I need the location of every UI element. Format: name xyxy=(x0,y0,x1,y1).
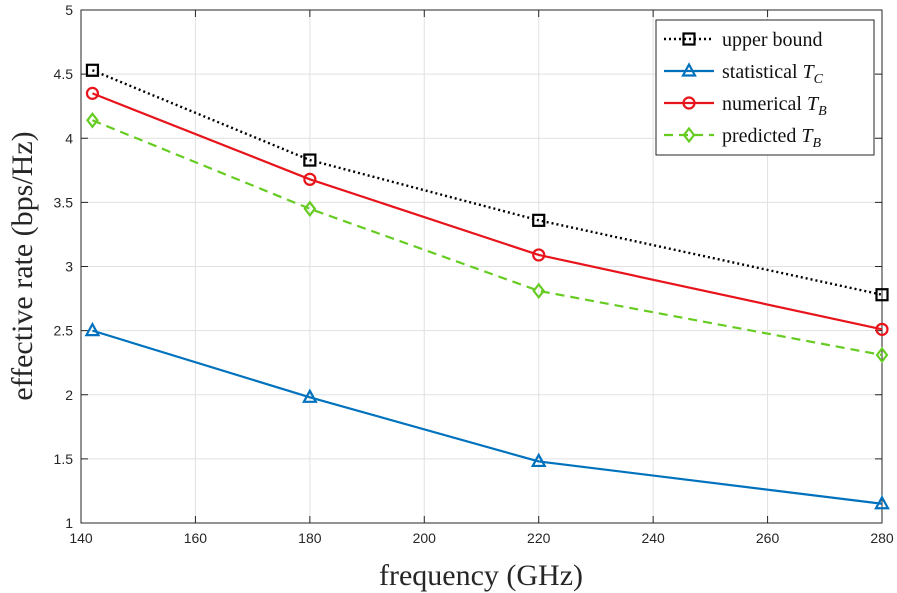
data-point-marker xyxy=(874,494,890,510)
data-point-marker xyxy=(85,63,100,77)
data-point-marker xyxy=(875,322,889,336)
legend-marker xyxy=(681,62,697,77)
data-point-marker xyxy=(532,282,546,300)
data-point-marker xyxy=(303,172,317,186)
y-axis-title: effective rate (bps/Hz) xyxy=(6,131,39,400)
series-lines xyxy=(91,69,883,505)
series-line-3 xyxy=(92,92,883,331)
series-markers xyxy=(84,63,890,510)
y-tick-label: 1.5 xyxy=(54,451,74,467)
data-point-marker xyxy=(85,86,100,100)
data-point-marker xyxy=(302,388,318,403)
legend-entries: upper bound statistical TC numerical TB pre… xyxy=(664,29,827,151)
axes xyxy=(80,9,883,524)
data-point-marker xyxy=(532,248,546,262)
legend: upper bound statistical TC numerical TB pre… xyxy=(655,19,875,156)
data-point-marker xyxy=(875,346,889,364)
y-tick-label: 3.5 xyxy=(54,194,74,210)
legend-label: upper bound xyxy=(722,29,823,51)
y-tick-label: 5 xyxy=(65,2,73,18)
series-line-4 xyxy=(92,119,883,357)
x-tick-label: 180 xyxy=(298,530,322,546)
x-axis-title: frequency (GHz) xyxy=(379,559,583,592)
series-line-2 xyxy=(92,329,883,505)
data-point-marker xyxy=(532,213,546,227)
legend-marker xyxy=(682,32,696,46)
legend-marker xyxy=(682,96,696,110)
y-tick-label: 2.5 xyxy=(54,323,74,339)
legend-label: predicted TB xyxy=(722,125,822,151)
y-tick-label: 2 xyxy=(65,387,73,403)
data-point-marker xyxy=(84,321,101,337)
tick-labels: 140 160 180 200 220 240 260 280 1 1.5 2 2.5 3 3.5 4 4.5… xyxy=(54,2,894,546)
y-tick-label: 1 xyxy=(65,515,73,531)
x-tick-label: 280 xyxy=(870,530,894,546)
legend-marker xyxy=(682,126,696,144)
data-point-marker xyxy=(875,288,889,302)
y-tick-label: 3 xyxy=(65,259,73,275)
legend-label: statistical TC xyxy=(722,61,824,87)
data-point-marker xyxy=(86,111,99,129)
legend-label: numerical TB xyxy=(722,93,827,119)
x-tick-label: 220 xyxy=(527,530,551,546)
x-tick-label: 160 xyxy=(184,530,208,546)
y-tick-label: 4.5 xyxy=(54,66,74,82)
y-tick-label: 4 xyxy=(65,130,73,146)
data-point-marker xyxy=(303,153,317,167)
data-point-marker xyxy=(530,452,547,468)
data-point-marker xyxy=(303,200,317,218)
x-tick-label: 140 xyxy=(69,530,93,546)
x-tick-label: 240 xyxy=(641,530,665,546)
x-tick-label: 200 xyxy=(413,530,437,546)
x-tick-label: 260 xyxy=(756,530,780,546)
